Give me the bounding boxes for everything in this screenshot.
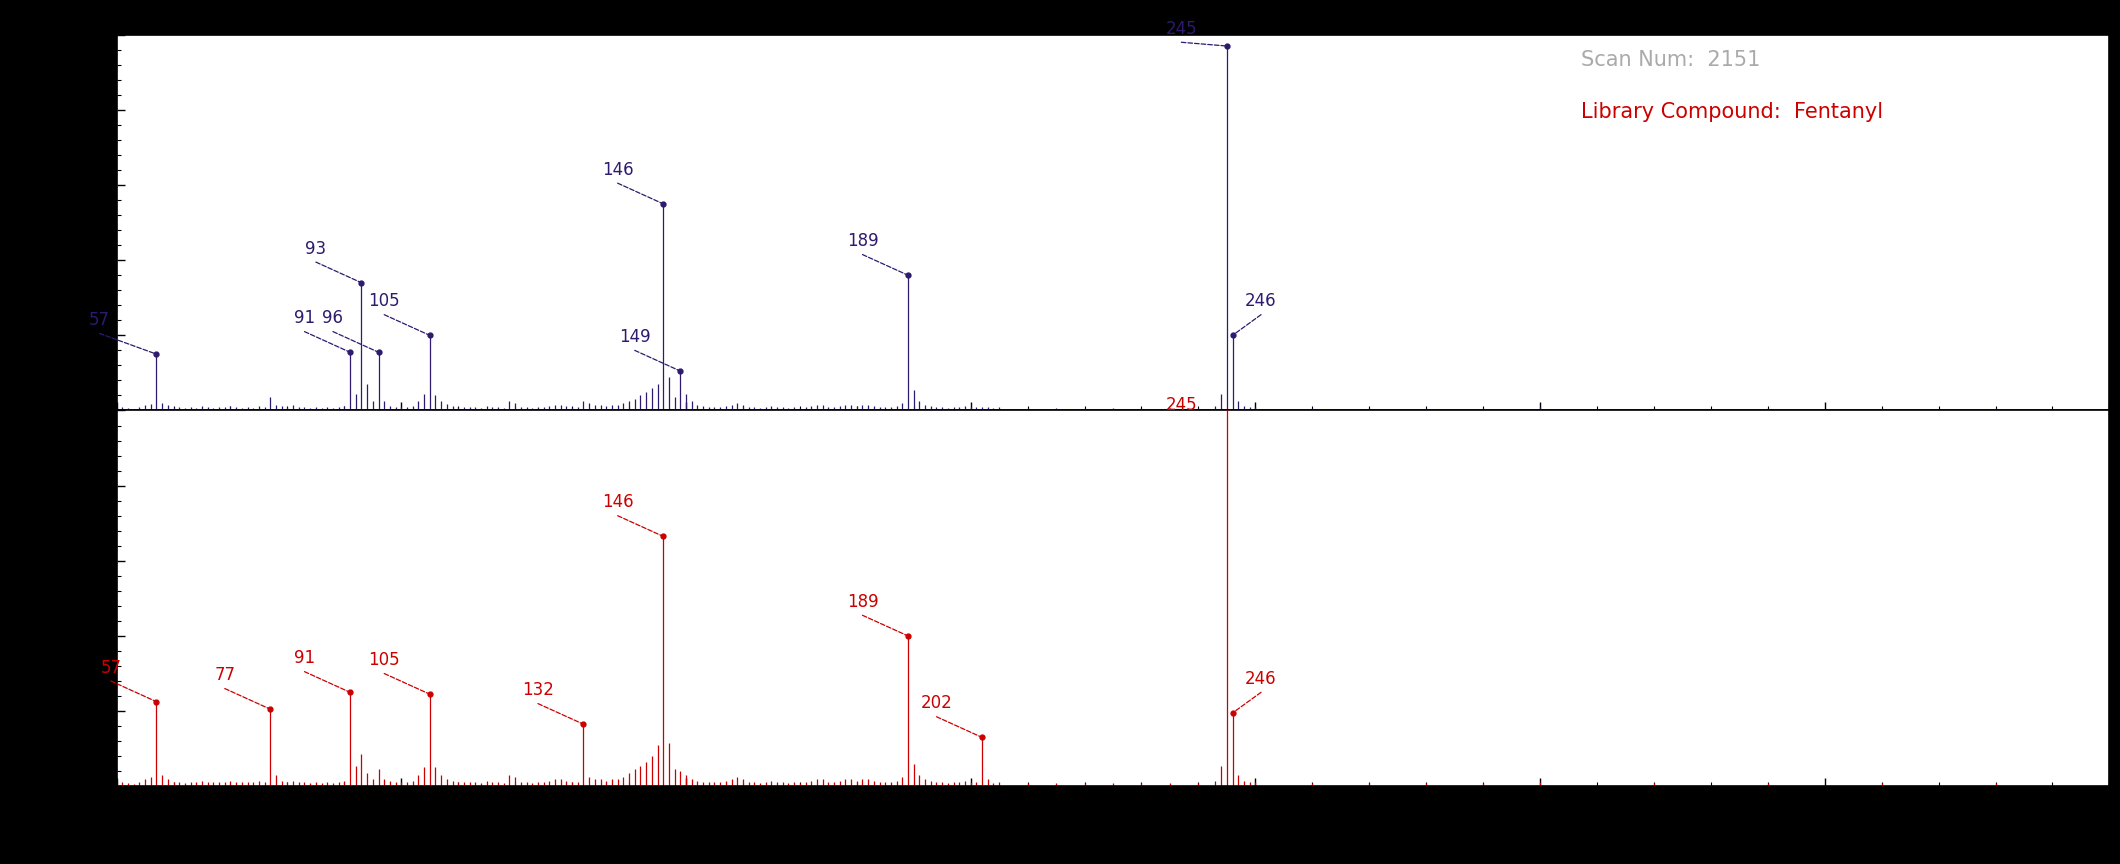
Text: 189: 189 xyxy=(846,232,878,250)
Text: 146: 146 xyxy=(602,161,634,179)
Y-axis label: Extracted: Extracted xyxy=(42,175,61,270)
Text: 105: 105 xyxy=(369,651,401,669)
Text: 96: 96 xyxy=(322,309,343,327)
Text: 77: 77 xyxy=(214,666,235,684)
Text: Scan Num:  2151: Scan Num: 2151 xyxy=(1582,50,1762,70)
Text: 246: 246 xyxy=(1244,670,1276,688)
Text: 246: 246 xyxy=(1244,292,1276,310)
Text: 57: 57 xyxy=(100,658,121,677)
Text: 91: 91 xyxy=(295,649,316,667)
Text: 105: 105 xyxy=(369,292,401,310)
Text: 146: 146 xyxy=(602,493,634,511)
Text: 202: 202 xyxy=(920,694,952,712)
Text: Time (minutes): Time (minutes) xyxy=(1039,12,1187,31)
Text: 91: 91 xyxy=(295,309,316,327)
Text: 245: 245 xyxy=(1166,396,1198,414)
Text: 57: 57 xyxy=(89,311,110,329)
Text: 245: 245 xyxy=(1166,20,1198,38)
X-axis label: m/z: m/z xyxy=(1096,817,1130,836)
Text: 93: 93 xyxy=(305,239,326,257)
Y-axis label: Target Library: Target Library xyxy=(42,530,61,666)
Text: 149: 149 xyxy=(619,327,651,346)
Text: Library Compound:  Fentanyl: Library Compound: Fentanyl xyxy=(1582,103,1883,123)
Text: 132: 132 xyxy=(522,681,553,699)
Text: 189: 189 xyxy=(846,593,878,611)
